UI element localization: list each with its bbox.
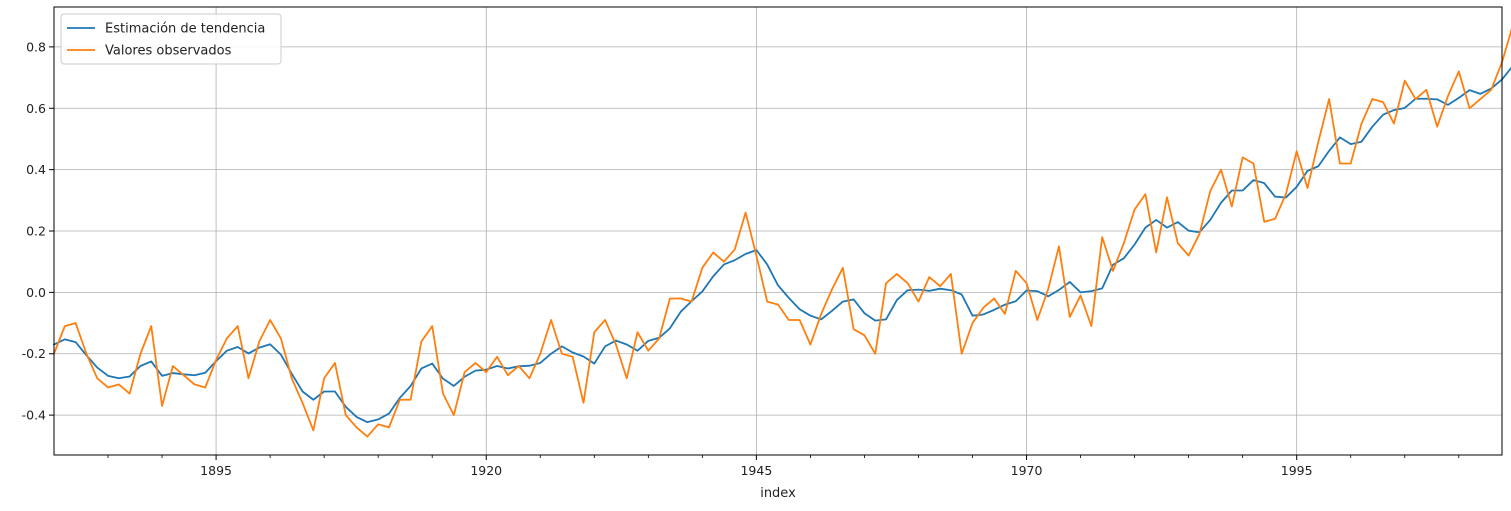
series-line-trend bbox=[52, 66, 1511, 424]
series-layer bbox=[52, 28, 1511, 438]
x-tick-label: 1920 bbox=[470, 463, 502, 478]
y-tick-label: -0.2 bbox=[22, 346, 46, 361]
legend-label: Estimación de tendencia bbox=[105, 22, 265, 37]
x-tick-label: 1970 bbox=[1011, 463, 1043, 478]
y-tick-label: 0.4 bbox=[26, 162, 46, 177]
y-tick-label: 0.0 bbox=[26, 285, 46, 300]
y-tick-label: -0.4 bbox=[22, 408, 46, 423]
y-tick-label: 0.6 bbox=[26, 101, 46, 116]
y-axis: -0.4 -0.2 0.0 0.2 0.4 0.6 0.8 bbox=[22, 39, 54, 423]
x-tick-label: 1895 bbox=[200, 463, 232, 478]
legend-box bbox=[60, 13, 282, 65]
legend: Estimación de tendencia Valores observado… bbox=[60, 13, 282, 65]
y-tick-label: 0.2 bbox=[26, 224, 46, 239]
grid-lines bbox=[54, 7, 1502, 455]
x-axis: 1895 1920 1945 1970 1995 bbox=[200, 455, 1313, 478]
legend-label: Valores observados bbox=[105, 44, 232, 59]
y-tick-label: 0.8 bbox=[26, 39, 46, 54]
series-line-observed bbox=[52, 28, 1511, 438]
x-tick-label: 1945 bbox=[740, 463, 772, 478]
x-tick-label: 1995 bbox=[1281, 463, 1313, 478]
x-axis-label: index bbox=[760, 486, 796, 501]
